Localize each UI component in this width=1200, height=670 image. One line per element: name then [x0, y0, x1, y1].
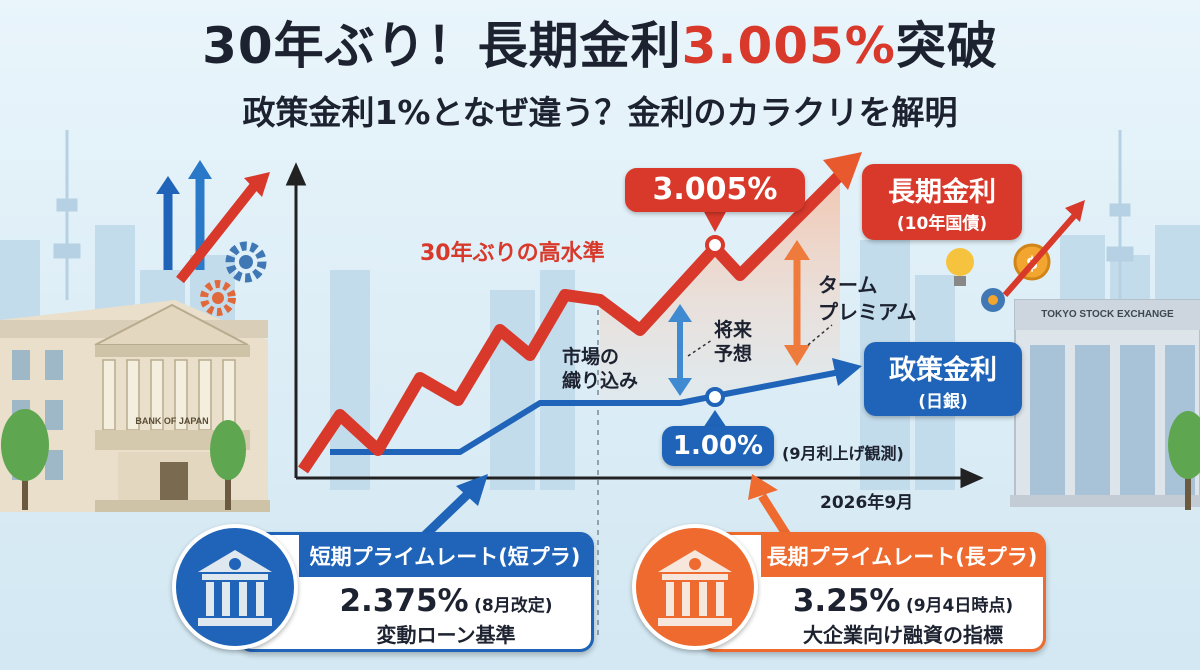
tokyo-stock-exchange-building	[1010, 299, 1200, 507]
gear-icon	[200, 241, 267, 316]
title-suffix: 突破	[895, 17, 998, 75]
long-rate-label-box: 長期金利 (10年国債)	[862, 164, 1022, 240]
long-prime-header: 長期プライムレート(長プラ)	[761, 535, 1043, 577]
policy-rate-label-box: 政策金利 (日銀)	[864, 342, 1022, 416]
arrow-up-icon	[156, 160, 270, 284]
page-subtitle: 政策金利1%となぜ違う？金利のカラクリを解明	[242, 93, 958, 132]
tree-icon-left	[1, 409, 246, 510]
term-premium-label: ターム プレミアム	[818, 272, 917, 326]
long-rate-sub: (10年国債)	[896, 214, 988, 234]
term-premium-line2: プレミアム	[818, 300, 917, 324]
long-rate-value-callout: 3.005%	[625, 168, 805, 212]
future-pointer-line	[687, 339, 713, 357]
short-prime-card: 短期プライムレート(短プラ) 2.375% (8月改定) 変動ローン基準	[238, 532, 594, 652]
short-prime-header: 短期プライムレート(短プラ)	[299, 535, 591, 577]
policy-rate-sub: (日銀)	[918, 392, 968, 412]
policy-rate-marker	[705, 387, 725, 407]
short-prime-value-row: 2.375% (8月改定)	[301, 583, 591, 619]
tse-sign: TOKYO STOCK EXCHANGE	[1041, 309, 1174, 320]
long-card-pointer-arrow	[748, 474, 794, 543]
policy-rate-line	[330, 369, 841, 455]
market-line1: 市場の	[562, 346, 620, 368]
term-premium-arrow	[784, 240, 810, 366]
bank-icon-orange	[632, 524, 758, 650]
lightbulb-icon	[946, 248, 974, 286]
future-expectation-label: 将来 予想	[714, 318, 752, 366]
long-prime-desc: 大企業向け融資の指標	[803, 623, 1003, 647]
date-label: 2026年9月	[820, 493, 914, 513]
long-prime-value: 3.25%	[792, 583, 901, 619]
long-prime-value-row: 3.25% (9月4日時点)	[763, 583, 1043, 619]
short-prime-value: 2.375%	[339, 583, 469, 619]
long-rate-arrowhead	[823, 152, 862, 190]
short-prime-value-note: (8月改定)	[474, 596, 553, 616]
policy-rate-arrowhead	[832, 358, 862, 386]
short-card-pointer-arrow	[416, 474, 488, 544]
title-text: 30年ぶり！長期金利	[202, 17, 682, 75]
trend-arrow-icon	[1002, 200, 1085, 297]
boj-sign: BANK OF JAPAN	[135, 416, 209, 426]
chart-axes	[285, 162, 984, 489]
long-rate-label: 長期金利	[888, 177, 996, 208]
page-title: 30年ぶり！長期金利3.005%突破	[0, 6, 1200, 78]
policy-rate-note: (9月利上げ観測)	[782, 444, 904, 463]
long-rate-marker	[705, 235, 725, 255]
long-rate-callout-pointer	[703, 210, 727, 232]
tower-icon-left	[53, 130, 81, 300]
policy-rate-value-callout: 1.00%	[662, 426, 774, 466]
short-prime-desc: 変動ローン基準	[376, 623, 516, 647]
term-premium-pointer-line	[807, 324, 833, 346]
policy-rate-label: 政策金利	[889, 355, 997, 386]
long-rate-note: 30年ぶりの高水準	[420, 241, 605, 266]
market-pricing-label: 市場の 織り込み	[562, 345, 638, 393]
tower-icon-right	[1106, 130, 1134, 300]
tree-icon-right	[1168, 411, 1200, 510]
long-prime-value-note: (9月4日時点)	[905, 596, 1014, 616]
bank-icon	[172, 524, 298, 650]
market-line2: 織り込み	[562, 370, 639, 392]
policy-rate-callout-pointer	[703, 410, 727, 428]
future-line1: 将来	[714, 319, 753, 341]
term-premium-area	[600, 175, 840, 405]
title-highlight: 3.005%	[681, 17, 896, 75]
future-expectation-arrow	[668, 304, 692, 396]
term-premium-line1: ターム	[818, 273, 878, 297]
future-line2: 予想	[714, 343, 753, 365]
